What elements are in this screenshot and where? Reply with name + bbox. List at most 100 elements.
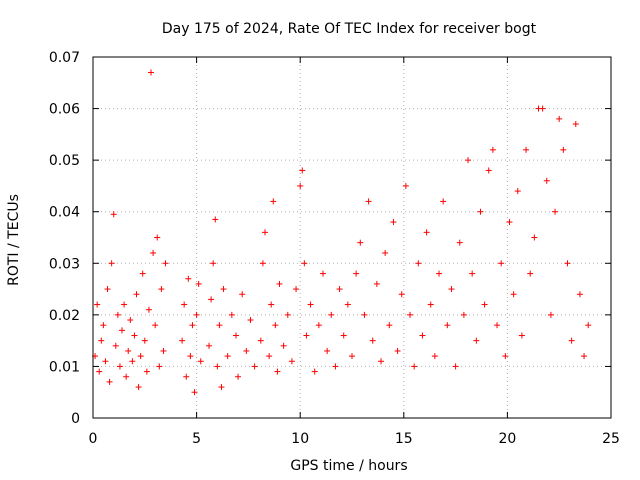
data-point [129,358,136,365]
data-point [268,301,275,308]
data-point [494,322,501,329]
data-point [411,363,418,370]
data-point [489,146,496,153]
data-point [193,311,200,318]
data-point [208,296,215,303]
data-point [319,270,326,277]
data-point [547,311,554,318]
data-point [560,146,567,153]
data-point [311,368,318,375]
data-point [297,182,304,189]
data-point [498,260,505,267]
data-point [556,115,563,122]
data-point [349,353,355,360]
data-point [148,69,155,76]
data-point [369,337,376,344]
data-point [527,270,534,277]
data-point [444,322,451,329]
data-point [272,322,279,329]
data-point [423,229,430,236]
y-tick-label: 0.03 [49,256,80,272]
data-point [189,322,196,329]
data-point [145,306,152,313]
data-point [427,301,434,308]
data-point [276,280,283,287]
data-point [353,270,360,277]
data-point [293,286,300,293]
data-point [288,358,295,365]
x-tick-label: 0 [89,431,98,447]
data-point [224,353,231,360]
x-axis-title: GPS time / hours [290,458,407,474]
data-points [92,69,592,396]
data-point [123,373,130,380]
y-tick-label: 0.07 [49,50,80,66]
data-point [274,368,281,375]
data-point [543,177,550,184]
y-tick-label: 0.01 [49,359,80,375]
data-point [185,275,192,282]
data-point [114,311,121,318]
data-point [94,301,101,308]
data-point [152,322,159,329]
x-tick-label: 20 [498,431,516,447]
data-point [452,363,459,370]
data-point [469,270,476,277]
data-point [324,347,331,354]
data-point [340,332,347,339]
x-tick-label: 10 [291,431,309,447]
data-point [307,301,314,308]
data-point [301,260,308,267]
y-tick-label: 0.06 [49,102,80,118]
data-point [139,270,146,277]
data-point [303,332,310,339]
data-point [284,311,291,318]
data-point [585,322,592,329]
data-point [280,342,287,349]
data-point [407,311,414,318]
data-point [150,249,157,256]
data-point [523,146,530,153]
data-point [125,347,132,354]
data-point [568,337,575,344]
data-point [143,368,150,375]
data-point [160,347,167,354]
data-point [135,384,142,391]
data-point [456,239,463,246]
data-point [162,260,169,267]
data-point [440,198,447,205]
x-axis-ticks: 0 5 10 15 20 25 [89,57,620,447]
data-point [212,216,219,223]
data-point [110,211,117,218]
y-tick-label: 0.05 [49,153,80,169]
data-point [181,301,188,308]
data-point [197,358,204,365]
data-point [116,363,123,370]
x-tick-label: 25 [602,431,620,447]
data-point [572,121,579,128]
data-point [390,219,397,226]
data-point [394,347,401,354]
data-point [398,291,405,298]
data-point [261,229,268,236]
y-tick-label: 0 [71,411,80,427]
data-point [216,322,223,329]
data-point [270,198,277,205]
data-point [332,363,339,370]
data-point [357,239,364,246]
data-point [465,157,472,164]
data-point [156,363,163,370]
data-point [481,301,488,308]
data-point [179,337,186,344]
data-point [121,301,128,308]
data-point [119,327,126,334]
data-point [210,260,217,267]
data-point [131,332,138,339]
data-point [506,219,513,226]
data-point [108,260,115,267]
data-point [448,286,455,293]
data-point [206,342,213,349]
data-point [336,286,343,293]
data-point [127,317,134,324]
data-point [232,332,239,339]
